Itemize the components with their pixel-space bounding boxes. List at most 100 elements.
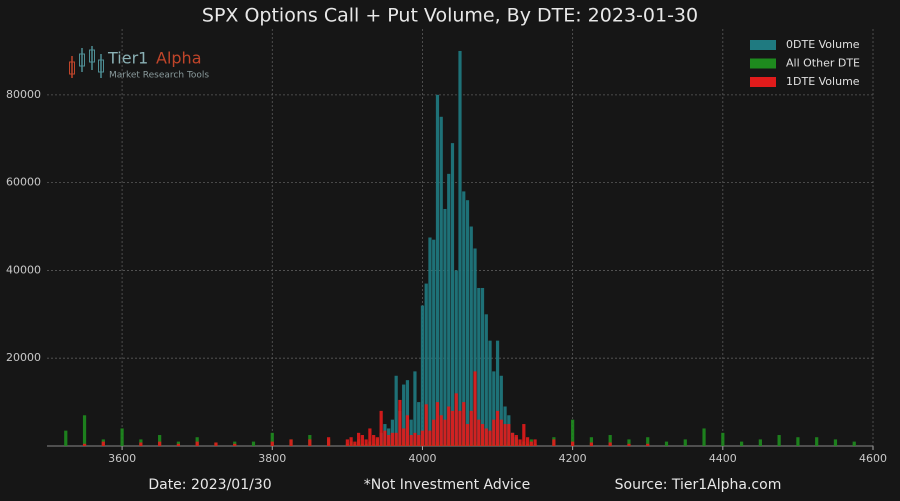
bar xyxy=(176,443,181,446)
bar xyxy=(480,424,485,446)
bar xyxy=(469,226,473,446)
y-tick-label: 80000 xyxy=(6,88,41,101)
bar xyxy=(450,410,455,446)
legend-label: 1DTE Volume xyxy=(786,75,860,88)
bar xyxy=(492,419,496,446)
bar xyxy=(405,380,410,446)
bar xyxy=(507,424,511,446)
bar xyxy=(443,208,447,446)
legend-swatch xyxy=(750,40,776,50)
bar xyxy=(101,441,105,446)
logo-icon xyxy=(98,59,104,73)
logo-accent: Alpha xyxy=(156,49,202,68)
bar xyxy=(627,439,631,446)
bar xyxy=(428,237,432,446)
bar xyxy=(499,419,503,446)
bar xyxy=(469,410,473,446)
bar xyxy=(443,419,447,446)
bar xyxy=(375,437,379,446)
bar xyxy=(525,437,530,446)
bar xyxy=(503,424,507,446)
bar xyxy=(702,428,706,446)
bar xyxy=(289,439,293,446)
bar xyxy=(447,173,451,446)
bar xyxy=(417,435,421,446)
bar xyxy=(120,428,124,446)
bar xyxy=(158,435,162,446)
bar xyxy=(308,439,312,446)
bar xyxy=(683,439,687,446)
y-tick-label: 40000 xyxy=(6,263,41,276)
bar xyxy=(852,441,856,446)
bar xyxy=(214,442,218,446)
bar xyxy=(402,384,406,446)
bar xyxy=(465,200,470,446)
logo-icon xyxy=(79,53,85,67)
bar xyxy=(815,437,819,446)
bar xyxy=(664,441,669,446)
bar xyxy=(499,375,503,446)
bar xyxy=(420,430,425,446)
bar xyxy=(533,439,537,446)
bar xyxy=(417,402,421,446)
bar xyxy=(413,432,417,446)
bar xyxy=(454,393,458,446)
bar xyxy=(413,371,417,446)
bar xyxy=(739,441,744,446)
x-tick-label: 4400 xyxy=(709,452,737,465)
bar xyxy=(428,430,432,446)
logo-icon xyxy=(89,49,95,63)
bar xyxy=(608,435,612,446)
bar xyxy=(270,432,274,446)
bar xyxy=(777,435,781,446)
logo: Tier1 Alpha Market Research Tools xyxy=(69,46,209,81)
bar xyxy=(488,430,492,446)
bar xyxy=(195,441,199,446)
bar xyxy=(477,419,481,446)
bar xyxy=(473,371,477,446)
bar xyxy=(383,430,387,446)
bar xyxy=(372,435,376,446)
bar xyxy=(646,443,650,446)
legend-swatch xyxy=(750,58,776,69)
bar xyxy=(571,419,575,446)
x-tick-label: 4000 xyxy=(408,452,436,465)
bar xyxy=(398,399,402,446)
bar xyxy=(484,428,488,446)
bar xyxy=(405,415,410,446)
bar xyxy=(387,435,391,446)
bar xyxy=(390,432,395,446)
logo-tagline: Market Research Tools xyxy=(109,71,209,81)
bar xyxy=(432,419,436,446)
bar xyxy=(420,305,425,446)
bar xyxy=(360,435,364,446)
bar xyxy=(458,410,462,446)
bar xyxy=(462,402,466,446)
bar xyxy=(368,428,372,446)
bar xyxy=(627,443,631,446)
bar xyxy=(477,287,481,446)
bar xyxy=(514,435,518,446)
bar xyxy=(158,441,162,446)
logo-brand: Tier1 xyxy=(107,49,148,68)
chart-title: SPX Options Call + Put Volume, By DTE: 2… xyxy=(202,5,698,27)
legend-label: All Other DTE xyxy=(786,57,860,70)
bar xyxy=(473,248,477,446)
bar xyxy=(518,439,522,446)
bar xyxy=(64,430,68,446)
bar xyxy=(139,442,143,446)
bar xyxy=(233,443,237,446)
bar xyxy=(796,437,800,446)
bar xyxy=(424,404,428,446)
bar xyxy=(82,443,87,446)
logo-icon xyxy=(69,61,75,75)
bar xyxy=(462,191,466,446)
x-tick-label: 4600 xyxy=(859,452,887,465)
bar xyxy=(571,441,575,446)
bar xyxy=(495,410,500,446)
bar xyxy=(589,437,594,446)
bar xyxy=(409,435,413,446)
bar xyxy=(458,50,462,447)
